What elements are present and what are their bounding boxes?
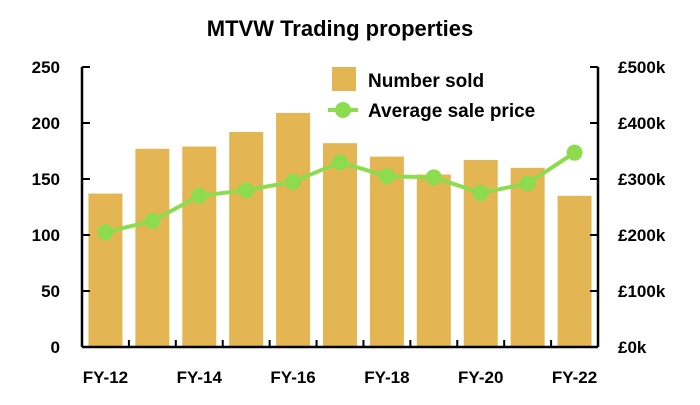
y-right-tick-label: £400k xyxy=(618,114,666,133)
x-tick-label: FY-18 xyxy=(364,368,409,387)
y-right-tick-label: £200k xyxy=(618,226,666,245)
price-point-FY-12 xyxy=(97,224,114,241)
y-left-tick-label: 0 xyxy=(51,338,60,357)
legend-swatch-average-sale-price-marker xyxy=(335,102,351,118)
line-layer xyxy=(97,144,583,241)
bar-FY-22 xyxy=(557,195,592,347)
bar-FY-12 xyxy=(88,193,123,347)
bar-FY-14 xyxy=(182,146,217,347)
chart-title: MTVW Trading properties xyxy=(207,16,473,41)
y-right-tick-label: £300k xyxy=(618,170,666,189)
y-right-tick-label: £0k xyxy=(618,338,647,357)
bar-FY-13 xyxy=(135,148,170,347)
bar-FY-17 xyxy=(323,143,357,347)
price-point-FY-22 xyxy=(566,144,583,161)
price-point-FY-16 xyxy=(285,173,302,190)
legend-label-number-sold: Number sold xyxy=(368,71,484,92)
bar-FY-19 xyxy=(416,174,451,347)
x-tick-label: FY-16 xyxy=(270,368,315,387)
legend-swatch-number-sold xyxy=(332,67,356,91)
legend-label-average-sale-price: Average sale price xyxy=(368,101,535,122)
bar-FY-21 xyxy=(510,167,545,347)
y-left-tick-label: 100 xyxy=(32,226,60,245)
price-point-FY-20 xyxy=(472,185,489,201)
axes-layer: 0 50 100 150 200 250 £0k £100k £200k £300k £400k £5… xyxy=(32,58,666,387)
price-point-FY-17 xyxy=(332,154,348,171)
y-right-tick-label: £100k xyxy=(618,282,666,301)
price-point-FY-21 xyxy=(519,175,536,192)
price-point-FY-15 xyxy=(238,182,255,199)
legend: Number sold Average sale price xyxy=(328,67,535,122)
price-point-FY-19 xyxy=(425,169,442,186)
y-left-tick-label: 250 xyxy=(32,58,60,77)
bar-FY-15 xyxy=(229,131,264,347)
price-point-FY-13 xyxy=(144,213,161,229)
bar-FY-18 xyxy=(369,156,404,347)
price-point-FY-14 xyxy=(191,187,208,204)
x-tick-label: FY-14 xyxy=(177,368,223,387)
y-left-tick-label: 50 xyxy=(41,282,60,301)
x-tick-label: FY-12 xyxy=(83,368,128,387)
bars-layer xyxy=(88,112,592,347)
y-right-tick-label: £500k xyxy=(618,58,666,77)
y-left-tick-label: 200 xyxy=(32,114,60,133)
y-left-tick-label: 150 xyxy=(32,170,60,189)
bar-FY-16 xyxy=(276,112,311,347)
x-tick-label: FY-20 xyxy=(458,368,503,387)
price-point-FY-18 xyxy=(378,168,395,185)
x-tick-label: FY-22 xyxy=(552,368,597,387)
